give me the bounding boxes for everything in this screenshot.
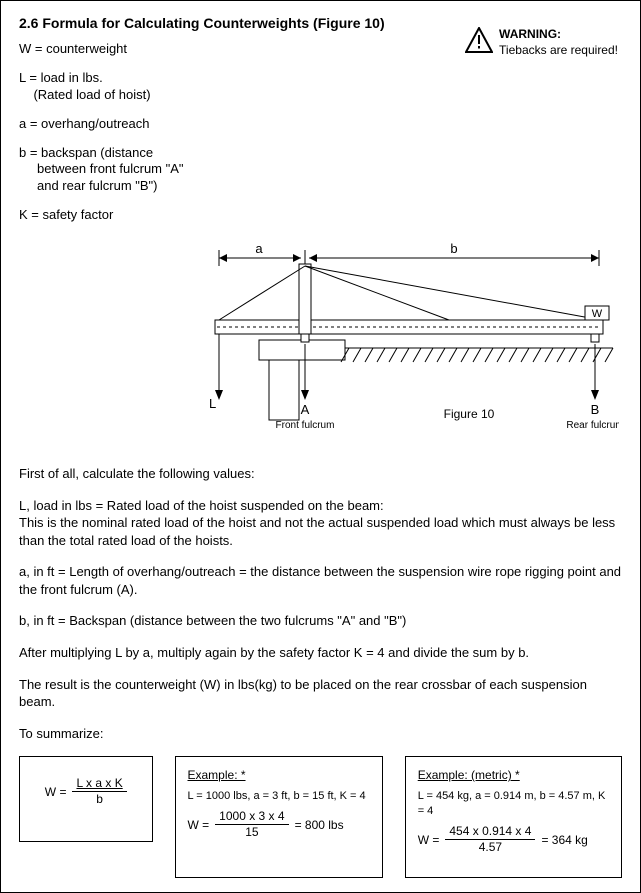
formula-lhs: W =: [45, 784, 67, 800]
def-L-line1: L = load in lbs.: [19, 70, 103, 85]
example2-title: Example: (metric) *: [418, 767, 609, 783]
front-fulcrum-label: Front fulcrum: [276, 420, 335, 431]
page: 2.6 Formula for Calculating Counterweigh…: [0, 0, 641, 893]
para-b: b, in ft = Backspan (distance between th…: [19, 612, 622, 630]
example2-num: 454 x 0.914 x 4: [445, 825, 535, 840]
para-L-line1: L, load in lbs = Rated load of the hoist…: [19, 498, 384, 513]
example1-result: = 800 lbs: [295, 817, 344, 833]
example2-den: 4.57: [445, 840, 535, 854]
formula-box: W = L x a x K b: [19, 756, 153, 842]
def-a: a = overhang/outreach: [19, 116, 187, 133]
counterweight-diagram: a b W: [199, 240, 619, 440]
figure-caption: Figure 10: [444, 407, 495, 421]
formula-frac: L x a x K b: [72, 777, 126, 806]
def-b: b = backspan (distance between front ful…: [19, 145, 187, 196]
example1-num: 1000 x 3 x 4: [215, 810, 288, 825]
example-box-imperial: Example: * L = 1000 lbs, a = 3 ft, b = 1…: [175, 756, 383, 878]
dim-a: a: [255, 241, 263, 256]
def-L-line2: (Rated load of hoist): [33, 87, 150, 102]
example1-den: 15: [215, 825, 288, 839]
dim-b: b: [450, 241, 457, 256]
para-K: After multiplying L by a, multiply again…: [19, 644, 622, 662]
para-L-line2: This is the nominal rated load of the ho…: [19, 515, 615, 548]
para-a: a, in ft = Length of overhang/outreach =…: [19, 563, 622, 598]
formula-num: L x a x K: [72, 777, 126, 792]
label-L: L: [209, 396, 216, 411]
def-L: L = load in lbs. (Rated load of hoist): [19, 70, 187, 104]
example-box-metric: Example: (metric) * L = 454 kg, a = 0.91…: [405, 756, 622, 878]
formula-den: b: [72, 792, 126, 806]
example1-given: L = 1000 lbs, a = 3 ft, b = 15 ft, K = 4: [188, 789, 370, 804]
example1-title: Example: *: [188, 767, 370, 783]
warning-heading: WARNING:: [499, 27, 561, 41]
label-W: W: [592, 308, 603, 320]
para-summary: To summarize:: [19, 725, 622, 743]
warning-body: Tiebacks are required!: [499, 43, 618, 57]
warning-icon: [465, 27, 493, 53]
def-K: K = safety factor: [19, 207, 187, 224]
example2-lhs: W =: [418, 832, 440, 848]
summary-row: W = L x a x K b Example: * L = 1000 lbs,…: [19, 756, 622, 878]
para-result: The result is the counterweight (W) in l…: [19, 676, 622, 711]
example2-given: L = 454 kg, a = 0.914 m, b = 4.57 m, K =…: [418, 789, 609, 819]
para-intro: First of all, calculate the following va…: [19, 465, 622, 483]
para-L: L, load in lbs = Rated load of the hoist…: [19, 497, 622, 550]
warning-text: WARNING: Tiebacks are required!: [499, 27, 618, 58]
example1-lhs: W =: [188, 817, 210, 833]
label-A: A: [301, 402, 310, 417]
definitions-list: W = counterweight L = load in lbs. (Rate…: [19, 41, 187, 236]
example2-result: = 364 kg: [541, 832, 587, 848]
rear-fulcrum-label: Rear fulcrum: [566, 420, 619, 431]
warning-callout: WARNING: Tiebacks are required!: [465, 27, 618, 58]
def-W: W = counterweight: [19, 41, 187, 58]
label-B: B: [591, 402, 600, 417]
